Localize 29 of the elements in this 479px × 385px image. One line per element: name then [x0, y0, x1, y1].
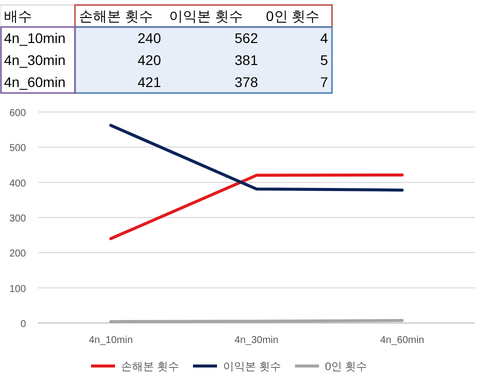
y-tick-label: 4n_10min: [4, 30, 66, 46]
legend-label: 0인 횟수: [325, 361, 368, 373]
legend-label: 손해본 횟수: [121, 361, 180, 373]
y-tick-label: 4n_30min: [4, 52, 66, 68]
y-tick-label: 4n_60min: [4, 74, 66, 90]
data-label: 7: [320, 74, 328, 90]
data-label: 420: [138, 52, 162, 68]
data-label: 381: [234, 52, 258, 68]
y-tick-label: 600: [9, 108, 26, 119]
x-tick-label: 4n_10min: [88, 335, 133, 346]
y-tick-label: 100: [9, 284, 26, 295]
x-tick-label: 0인 횟수: [266, 8, 320, 24]
data-label: 378: [234, 74, 258, 90]
x-tick-label: 손해본 횟수: [79, 8, 153, 24]
y-tick-label: 0: [20, 319, 26, 330]
y-tick-label: 500: [9, 143, 26, 154]
x-tick-label: 4n_60min: [380, 335, 424, 346]
y-tick-label: 400: [9, 178, 26, 190]
data-label: 240: [138, 30, 162, 46]
data-label: 562: [234, 30, 258, 46]
y-axis-title: 배수: [4, 8, 32, 24]
x-tick-label: 이익본 횟수: [169, 8, 243, 24]
data-label: 5: [320, 52, 328, 68]
y-tick-label: 200: [9, 248, 26, 260]
x-tick-label: 4n_30min: [234, 335, 278, 346]
data-label: 421: [138, 74, 162, 90]
legend-label: 이익본 횟수: [223, 361, 282, 373]
data-label: 4: [320, 30, 328, 46]
y-tick-label: 300: [9, 214, 26, 224]
